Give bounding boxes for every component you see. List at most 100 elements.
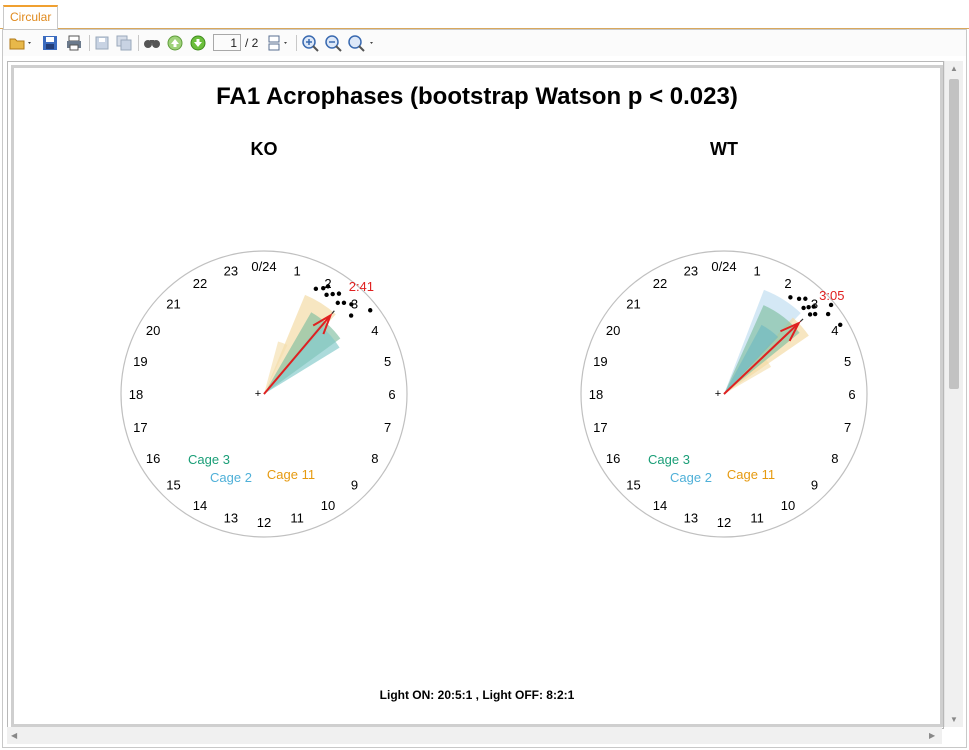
hour-label: 18 bbox=[129, 387, 143, 402]
page-total-label: / 2 bbox=[245, 36, 259, 50]
cage-label: Cage 3 bbox=[648, 452, 690, 467]
hour-label: 5 bbox=[844, 354, 851, 369]
data-point bbox=[806, 304, 811, 310]
scroll-right-arrow-icon[interactable]: ▶ bbox=[929, 731, 936, 740]
hour-label: 1 bbox=[754, 263, 761, 278]
hour-label: 21 bbox=[626, 296, 640, 311]
data-point bbox=[313, 286, 319, 292]
data-point bbox=[807, 312, 813, 317]
hour-label: 6 bbox=[848, 387, 855, 402]
data-point bbox=[348, 313, 354, 318]
horizontal-scrollbar[interactable]: ◀ ▶ bbox=[7, 727, 942, 744]
cage-label: Cage 11 bbox=[267, 467, 315, 482]
hour-label: 3 bbox=[811, 296, 818, 311]
panel-ko: KO0/24 1234567891011121314151617181920212… bbox=[120, 139, 408, 538]
data-point bbox=[796, 296, 802, 301]
zoom-out-icon[interactable] bbox=[324, 34, 344, 52]
hour-label: 1 bbox=[294, 263, 301, 278]
hour-label: 7 bbox=[844, 420, 851, 435]
report-page: FA1 Acrophases (bootstrap Watson p < 0.0… bbox=[11, 65, 943, 727]
scroll-up-arrow-icon[interactable]: ▲ bbox=[950, 64, 958, 73]
vertical-scroll-thumb[interactable] bbox=[949, 79, 959, 389]
data-point bbox=[803, 296, 808, 301]
data-point bbox=[825, 311, 831, 317]
data-point bbox=[788, 295, 793, 300]
page-layout-icon[interactable] bbox=[265, 34, 291, 52]
vertical-scrollbar[interactable]: ▲ ▼ bbox=[944, 61, 963, 727]
toolbar: 1 / 2 bbox=[3, 30, 966, 56]
confidence-sector bbox=[724, 324, 779, 394]
confidence-sector bbox=[264, 341, 288, 394]
data-point bbox=[838, 322, 843, 328]
hour-label: 4 bbox=[371, 323, 378, 338]
toolbar-separator bbox=[89, 35, 90, 51]
data-point bbox=[828, 302, 834, 308]
zoom-dropdown-icon[interactable] bbox=[347, 34, 377, 52]
open-folder-icon[interactable] bbox=[8, 34, 34, 52]
panel-title: KO bbox=[251, 139, 278, 159]
hour-label: 23 bbox=[224, 263, 238, 278]
hour-label: 17 bbox=[593, 420, 607, 435]
hour-label: 12 bbox=[717, 515, 731, 530]
hour-label: 14 bbox=[653, 498, 667, 513]
data-point bbox=[368, 308, 373, 313]
mean-time-label: 3:05 bbox=[819, 288, 844, 303]
tab-bar: Circular bbox=[0, 0, 969, 29]
cage-label: Cage 3 bbox=[188, 452, 230, 467]
mean-arrow-head bbox=[312, 313, 333, 335]
data-point bbox=[325, 284, 331, 289]
hour-label: 8 bbox=[371, 451, 378, 466]
tab-circular[interactable]: Circular bbox=[3, 5, 59, 29]
previous-page-icon[interactable] bbox=[165, 34, 185, 52]
export-icon[interactable] bbox=[93, 34, 111, 52]
data-point bbox=[330, 291, 335, 297]
hour-label: 2 bbox=[324, 276, 331, 291]
hour-label: 10 bbox=[781, 498, 795, 513]
hour-label: 15 bbox=[626, 478, 640, 493]
circular-acrophase-chart: FA1 Acrophases (bootstrap Watson p < 0.0… bbox=[120, 83, 868, 702]
hour-label: 9 bbox=[811, 478, 818, 493]
hour-label: 14 bbox=[193, 498, 207, 513]
hour-label: 21 bbox=[166, 296, 180, 311]
hour-label: 16 bbox=[146, 451, 160, 466]
toolbar-separator bbox=[296, 35, 297, 51]
hour-label: 18 bbox=[589, 387, 603, 402]
document-viewport[interactable]: FA1 Acrophases (bootstrap Watson p < 0.0… bbox=[7, 61, 944, 729]
mean-arrow-head bbox=[780, 321, 801, 342]
scroll-down-arrow-icon[interactable]: ▼ bbox=[950, 715, 958, 724]
mean-arrow bbox=[723, 322, 800, 395]
hour-label: 11 bbox=[290, 511, 304, 526]
center-marker: + bbox=[715, 388, 721, 400]
data-point bbox=[321, 286, 326, 291]
hour-label: 0/24 bbox=[251, 259, 276, 274]
find-icon[interactable] bbox=[142, 34, 162, 52]
data-point bbox=[349, 302, 354, 307]
data-point bbox=[811, 304, 816, 309]
zoom-in-icon[interactable] bbox=[301, 34, 321, 52]
hour-label: 4 bbox=[831, 323, 838, 338]
page-number-input[interactable]: 1 bbox=[213, 34, 241, 51]
cage-label: Cage 2 bbox=[670, 470, 712, 485]
hour-label: 5 bbox=[384, 354, 391, 369]
report-viewer: 1 / 2 FA1 Acrophases (bootstrap Watson p… bbox=[2, 29, 967, 748]
clock-ring bbox=[580, 250, 868, 538]
print-icon[interactable] bbox=[65, 34, 83, 52]
hour-label: 13 bbox=[224, 511, 238, 526]
cage-label: Cage 2 bbox=[210, 470, 252, 485]
scroll-left-arrow-icon[interactable]: ◀ bbox=[11, 731, 18, 740]
hour-label: 11 bbox=[750, 511, 764, 526]
hour-label: 9 bbox=[351, 478, 358, 493]
hour-label: 17 bbox=[133, 420, 147, 435]
hour-label: 20 bbox=[146, 323, 160, 338]
confidence-sector bbox=[264, 325, 340, 394]
hour-label: 20 bbox=[606, 323, 620, 338]
hour-label: 6 bbox=[388, 387, 395, 402]
chart-title: FA1 Acrophases (bootstrap Watson p < 0.0… bbox=[216, 83, 738, 110]
light-schedule-footer: Light ON: 20:5:1 , Light OFF: 8:2:1 bbox=[380, 688, 575, 702]
data-point bbox=[335, 300, 340, 306]
export-all-icon[interactable] bbox=[115, 34, 133, 52]
next-page-icon[interactable] bbox=[188, 34, 208, 52]
data-point bbox=[341, 300, 347, 306]
hour-label: 22 bbox=[193, 276, 207, 291]
save-icon[interactable] bbox=[41, 34, 59, 52]
